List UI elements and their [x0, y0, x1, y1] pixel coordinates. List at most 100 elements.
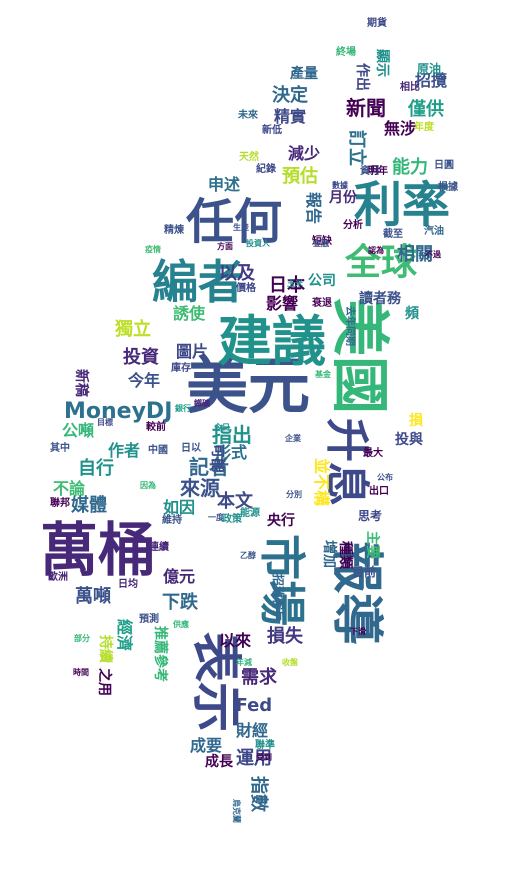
word: 年度	[414, 122, 434, 133]
word: 分析	[343, 220, 363, 231]
word: 連續	[149, 542, 169, 553]
word: 種類	[337, 541, 353, 569]
word: 利率	[354, 177, 451, 233]
word: 預估	[282, 166, 318, 187]
word: 中國	[148, 445, 168, 456]
word: 目前	[352, 565, 377, 579]
word: 指出	[212, 423, 252, 447]
word: 日圓	[434, 160, 454, 171]
word: 公噸	[62, 421, 95, 440]
word: 萬噸	[75, 586, 111, 607]
word: 出口	[369, 486, 389, 497]
word: 投資人	[246, 239, 270, 248]
word: 主要	[364, 531, 380, 559]
word: 原油	[417, 62, 442, 76]
word: 今年	[128, 371, 161, 390]
word: 獨立	[115, 319, 151, 340]
word: 任何	[186, 194, 283, 250]
word: 圖片	[176, 342, 209, 361]
word: 思考	[358, 509, 383, 523]
word: 其中	[50, 443, 70, 454]
word: 日均	[118, 579, 138, 590]
word: 公布	[377, 473, 393, 482]
word: 作出	[354, 63, 370, 91]
word: 玉米	[287, 279, 303, 288]
word: 最大	[363, 448, 383, 459]
word: 相比	[400, 82, 420, 93]
word: 受到	[256, 753, 272, 762]
word: 可能	[209, 444, 225, 472]
word: 如因	[163, 498, 196, 517]
word: 月份	[329, 190, 357, 206]
word: 減少	[288, 144, 321, 163]
word: 招致客戶	[271, 573, 286, 623]
word: 顯示	[374, 49, 390, 77]
word: 報告	[304, 191, 324, 225]
word: MoneyDJ	[64, 399, 173, 424]
word: 美元	[186, 349, 311, 422]
word: 本文	[217, 491, 253, 512]
word: 不論	[53, 479, 86, 498]
word: 財經	[236, 721, 269, 740]
word: 公司	[308, 273, 336, 289]
word: 需求	[241, 667, 277, 688]
word: 新聞	[346, 96, 386, 120]
word: 紀錄	[256, 164, 276, 175]
word: 決定	[272, 85, 308, 106]
word: 增加	[321, 540, 337, 568]
word: 聯邦	[50, 498, 70, 509]
word: 終場	[336, 47, 356, 58]
word: 持續	[97, 635, 113, 663]
word: 數據	[332, 181, 348, 190]
word: 日本	[269, 275, 305, 296]
word: 新低	[262, 125, 282, 136]
word: 指數	[248, 776, 269, 812]
word: 天然	[239, 152, 259, 163]
word: 明年	[368, 166, 388, 177]
word: 並不構	[312, 457, 332, 507]
word: 烏克蘭	[232, 799, 241, 823]
word: 央行	[267, 513, 295, 529]
word: 投資	[123, 347, 159, 368]
word: 汽油	[424, 226, 444, 237]
word: 資料	[360, 166, 380, 177]
word: 能源	[240, 508, 260, 519]
word: 記者	[189, 455, 229, 479]
word: 能力	[392, 157, 428, 178]
word: 去年同期	[344, 306, 355, 346]
word: 衰退	[312, 298, 332, 309]
word: 僅供	[408, 99, 444, 120]
word: 推薦參考	[152, 626, 168, 682]
word: 產量	[290, 66, 318, 82]
word: 期貨	[367, 18, 387, 29]
word: 經濟	[115, 618, 135, 652]
word: 自行	[78, 458, 114, 479]
word: 乙醇	[240, 551, 256, 560]
word: 影響	[266, 294, 299, 313]
word: 因為	[140, 481, 156, 490]
word: 頻	[405, 306, 419, 322]
word: 作者	[108, 441, 141, 460]
word: 疫情	[145, 245, 161, 254]
word: 媒體	[71, 495, 107, 516]
word: 目標	[97, 418, 113, 427]
word: 精實	[274, 107, 307, 126]
word: 銀行	[175, 404, 191, 413]
word: 短缺	[312, 236, 332, 247]
word: 方面	[217, 242, 233, 251]
word: 來源	[180, 476, 220, 500]
word: 精煉	[164, 225, 184, 236]
word: 根據	[438, 182, 458, 193]
word: 相關	[397, 244, 433, 265]
word: 損失	[267, 626, 303, 647]
word: 聯準	[255, 740, 275, 751]
word: 年減	[236, 658, 252, 667]
word: 之用	[96, 668, 112, 696]
word: 讀者務	[359, 291, 401, 307]
word: 基金	[315, 370, 331, 379]
word: 以及	[219, 263, 255, 284]
word: 鐵礦	[194, 399, 210, 408]
word: 運用	[236, 748, 272, 769]
word: 金融	[313, 239, 329, 248]
